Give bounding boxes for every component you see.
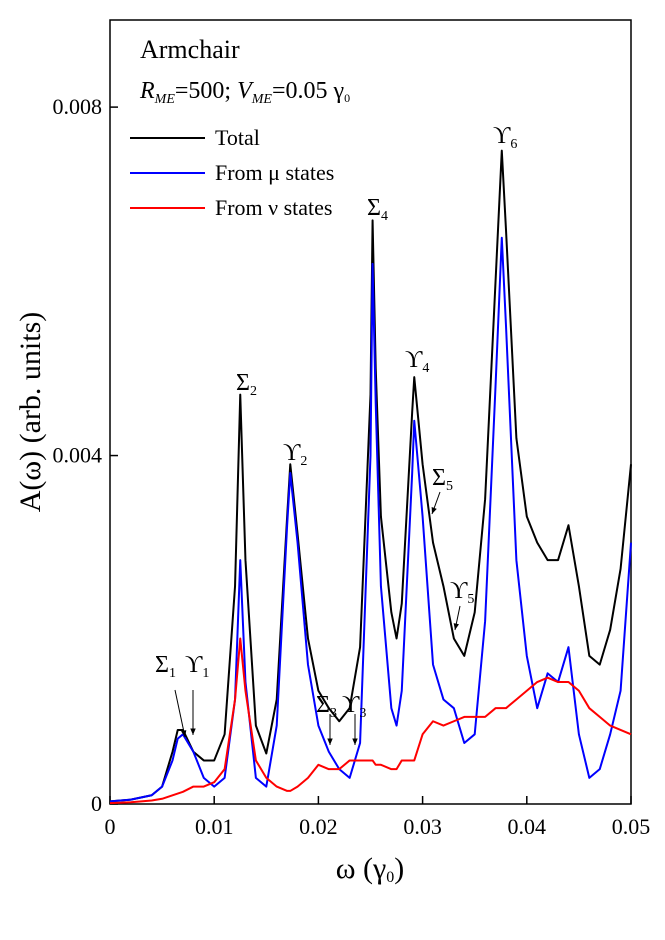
annotation-subscript: 1 [169, 666, 176, 681]
x-tick-label: 0.03 [403, 814, 442, 839]
annotation-symbol: ϒ [493, 123, 511, 149]
peak-annotation: ϒ3 [342, 692, 366, 721]
peak-annotation: ϒ4 [405, 347, 429, 376]
peak-annotation: Σ4 [367, 195, 388, 224]
peak-annotation: ϒ2 [283, 440, 307, 469]
x-tick-label: 0.05 [612, 814, 651, 839]
x-label-part: ω (γ [336, 852, 387, 885]
annotation-subscript: 2 [300, 454, 307, 469]
x-tick-label: 0.02 [299, 814, 338, 839]
annotation-arrowhead [180, 730, 187, 737]
subtitle-part: 0 [344, 91, 350, 105]
peak-annotation: Σ3 [316, 692, 337, 721]
subtitle-part: =0.05 γ [272, 78, 345, 104]
annotation-subscript: 4 [422, 361, 429, 376]
annotation-arrowhead [453, 623, 459, 630]
annotation-symbol: ϒ [342, 692, 360, 718]
peak-annotation: ϒ6 [493, 123, 517, 152]
x-label-part: ) [394, 852, 404, 885]
y-axis-label: A(ω) (arb. units) [14, 312, 47, 513]
annotation-symbol: ϒ [283, 440, 301, 466]
annotation-arrowhead [327, 738, 333, 745]
annotation-symbol: ϒ [450, 578, 468, 604]
subtitle-part: V [237, 78, 254, 104]
annotation-subscript: 5 [446, 479, 453, 494]
legend-label: From μ states [215, 160, 334, 185]
x-tick-label: 0.01 [195, 814, 234, 839]
x-axis-label: ω (γ0) [336, 852, 405, 886]
annotation-subscript: 4 [381, 209, 388, 224]
x-label-part: 0 [386, 869, 394, 886]
subtitle-part: =500; [175, 78, 237, 104]
annotation-symbol: Σ [432, 465, 446, 491]
plot-frame [109, 19, 632, 805]
annotation-subscript: 3 [359, 706, 366, 721]
peak-annotation: ϒ5 [450, 578, 474, 607]
annotation-symbol: Σ [155, 652, 169, 678]
series-line [109, 236, 632, 803]
annotation-symbol: ϒ [185, 652, 203, 678]
annotation-arrow [174, 689, 186, 738]
peak-annotation: ϒ1 [185, 652, 209, 681]
annotation-arrowhead [190, 728, 196, 735]
annotation-subscript: 1 [202, 666, 209, 681]
annotation-symbol: Σ [316, 692, 330, 718]
subtitle-part: ME [154, 92, 176, 107]
annotation-subscript: 3 [330, 706, 337, 721]
peak-annotation: Σ1 [155, 652, 176, 681]
legend-label: Total [215, 125, 260, 150]
x-tick-label: 0 [105, 814, 116, 839]
annotation-symbol: ϒ [405, 347, 423, 373]
series-line [109, 637, 632, 805]
legend-label: From ν states [215, 195, 333, 220]
chart-subtitle: RME=500; VME=0.05 γ0 [139, 78, 350, 107]
subtitle-part: R [139, 78, 155, 104]
chart-title: Armchair [140, 35, 240, 64]
annotation-subscript: 5 [467, 592, 474, 607]
annotation-symbol: Σ [367, 195, 381, 221]
annotation-arrowhead [431, 507, 437, 514]
subtitle-part: ME [251, 92, 273, 107]
x-tick-label: 0.04 [508, 814, 547, 839]
y-tick-label: 0 [91, 791, 102, 816]
y-tick-label: 0.008 [53, 94, 103, 119]
peak-annotation: Σ5 [432, 465, 453, 494]
annotation-subscript: 2 [250, 384, 257, 399]
annotation-symbol: Σ [236, 370, 250, 396]
annotation-subscript: 6 [510, 137, 517, 152]
annotation-arrowhead [352, 738, 358, 745]
peak-annotation: Σ2 [236, 370, 257, 399]
y-tick-label: 0.004 [53, 443, 103, 468]
